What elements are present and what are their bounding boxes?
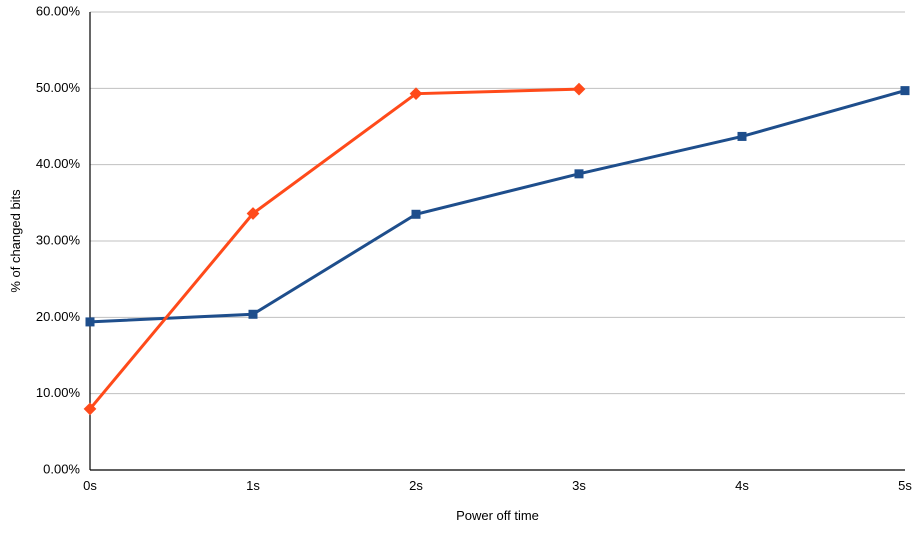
- marker-series-a: [901, 86, 910, 95]
- y-tick-label: 0.00%: [43, 461, 80, 476]
- x-tick-label: 3s: [572, 478, 586, 493]
- x-axis-title: Power off time: [456, 508, 539, 523]
- y-tick-label: 20.00%: [36, 309, 81, 324]
- y-axis-title: % of changed bits: [8, 189, 23, 293]
- chart-svg: 0.00% 10.00% 20.00% 30.00% 40.00% 50.00% 60.00…: [0, 0, 922, 538]
- marker-series-a: [412, 210, 421, 219]
- line-chart: 0.00% 10.00% 20.00% 30.00% 40.00% 50.00% 60.00…: [0, 0, 922, 538]
- x-tick-label: 5s: [898, 478, 912, 493]
- x-tick-label: 0s: [83, 478, 97, 493]
- y-tick-label: 50.00%: [36, 80, 81, 95]
- x-tick-label: 4s: [735, 478, 749, 493]
- y-tick-label: 30.00%: [36, 232, 81, 247]
- y-tick-label: 10.00%: [36, 385, 81, 400]
- marker-series-a: [249, 310, 258, 319]
- y-tick-label: 60.00%: [36, 3, 81, 18]
- y-tick-label: 40.00%: [36, 156, 81, 171]
- x-tick-label: 2s: [409, 478, 423, 493]
- x-tick-label: 1s: [246, 478, 260, 493]
- marker-series-a: [575, 169, 584, 178]
- marker-series-a: [86, 317, 95, 326]
- chart-background: [0, 0, 922, 538]
- marker-series-a: [738, 132, 747, 141]
